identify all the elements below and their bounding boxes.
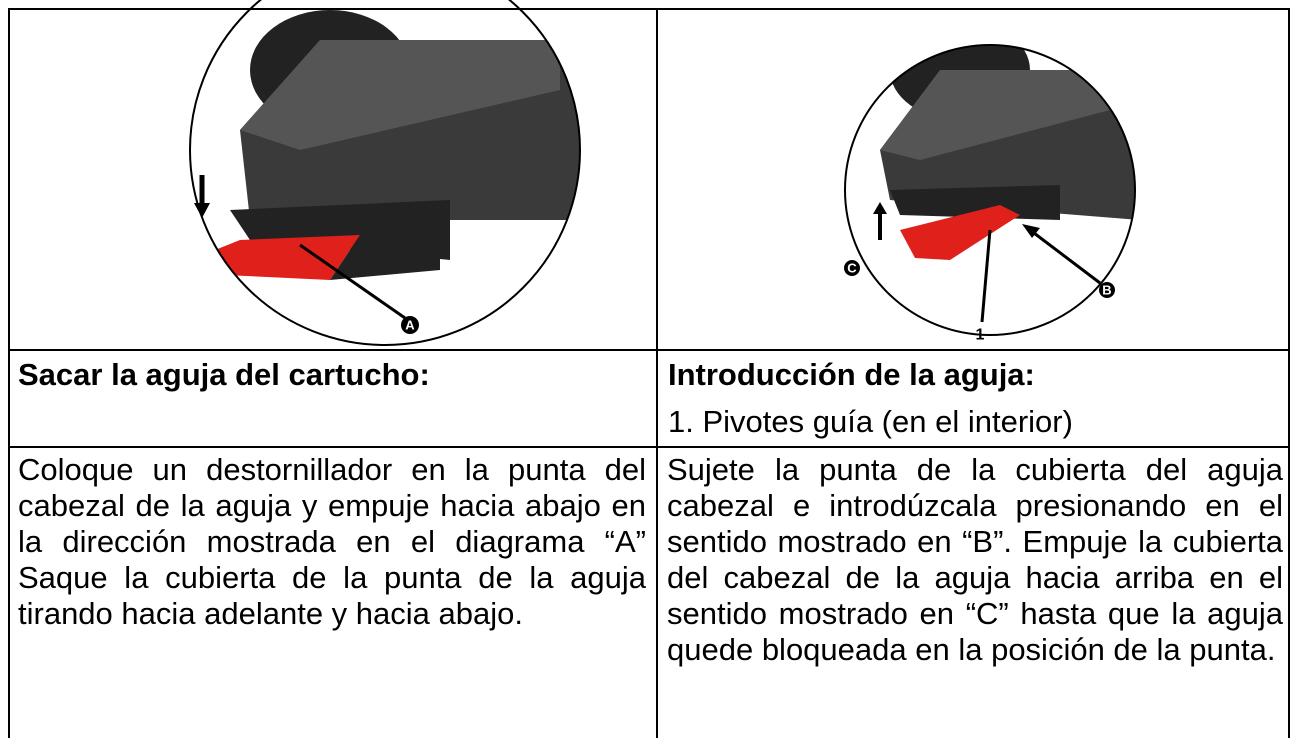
- body-text: Coloque un destornillador en la punta de…: [18, 452, 646, 631]
- figure-left: A: [189, 0, 581, 346]
- figure-label: B: [1102, 283, 1111, 298]
- figure-label: C: [847, 261, 857, 276]
- body-text: Sujete la punta de la cubierta del aguja…: [667, 452, 1283, 667]
- figure-label: 1: [976, 327, 985, 344]
- subheading: 1. Pivotes guía (en el interior): [668, 404, 1073, 439]
- heading: Introducción de la aguja:: [668, 357, 1035, 392]
- table-borders: [8, 8, 1290, 738]
- figure-label: A: [405, 318, 415, 333]
- heading: Sacar la aguja del cartucho:: [18, 357, 430, 392]
- figure-right: C B 1: [844, 44, 1136, 344]
